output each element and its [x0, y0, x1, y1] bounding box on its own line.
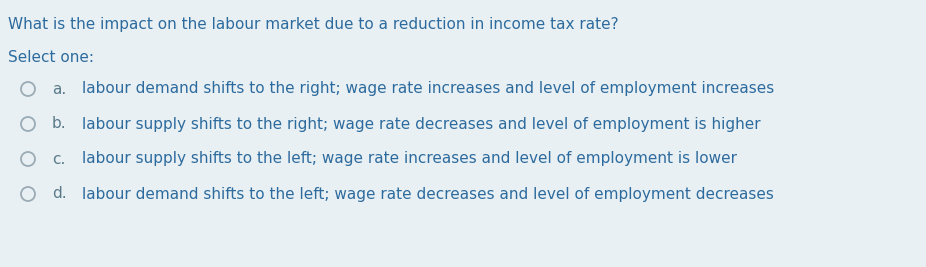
- Text: What is the impact on the labour market due to a reduction in income tax rate?: What is the impact on the labour market …: [8, 18, 619, 33]
- Ellipse shape: [21, 117, 35, 131]
- Text: labour supply shifts to the right; wage rate decreases and level of employment i: labour supply shifts to the right; wage …: [82, 116, 760, 132]
- Text: d.: d.: [52, 187, 67, 202]
- Text: Select one:: Select one:: [8, 49, 94, 65]
- Text: labour demand shifts to the left; wage rate decreases and level of employment de: labour demand shifts to the left; wage r…: [82, 187, 774, 202]
- Text: labour demand shifts to the right; wage rate increases and level of employment i: labour demand shifts to the right; wage …: [82, 81, 774, 96]
- Text: b.: b.: [52, 116, 67, 132]
- Text: a.: a.: [52, 81, 67, 96]
- Ellipse shape: [21, 187, 35, 201]
- Ellipse shape: [21, 82, 35, 96]
- Text: labour supply shifts to the left; wage rate increases and level of employment is: labour supply shifts to the left; wage r…: [82, 151, 737, 167]
- Text: c.: c.: [52, 151, 66, 167]
- Ellipse shape: [21, 152, 35, 166]
